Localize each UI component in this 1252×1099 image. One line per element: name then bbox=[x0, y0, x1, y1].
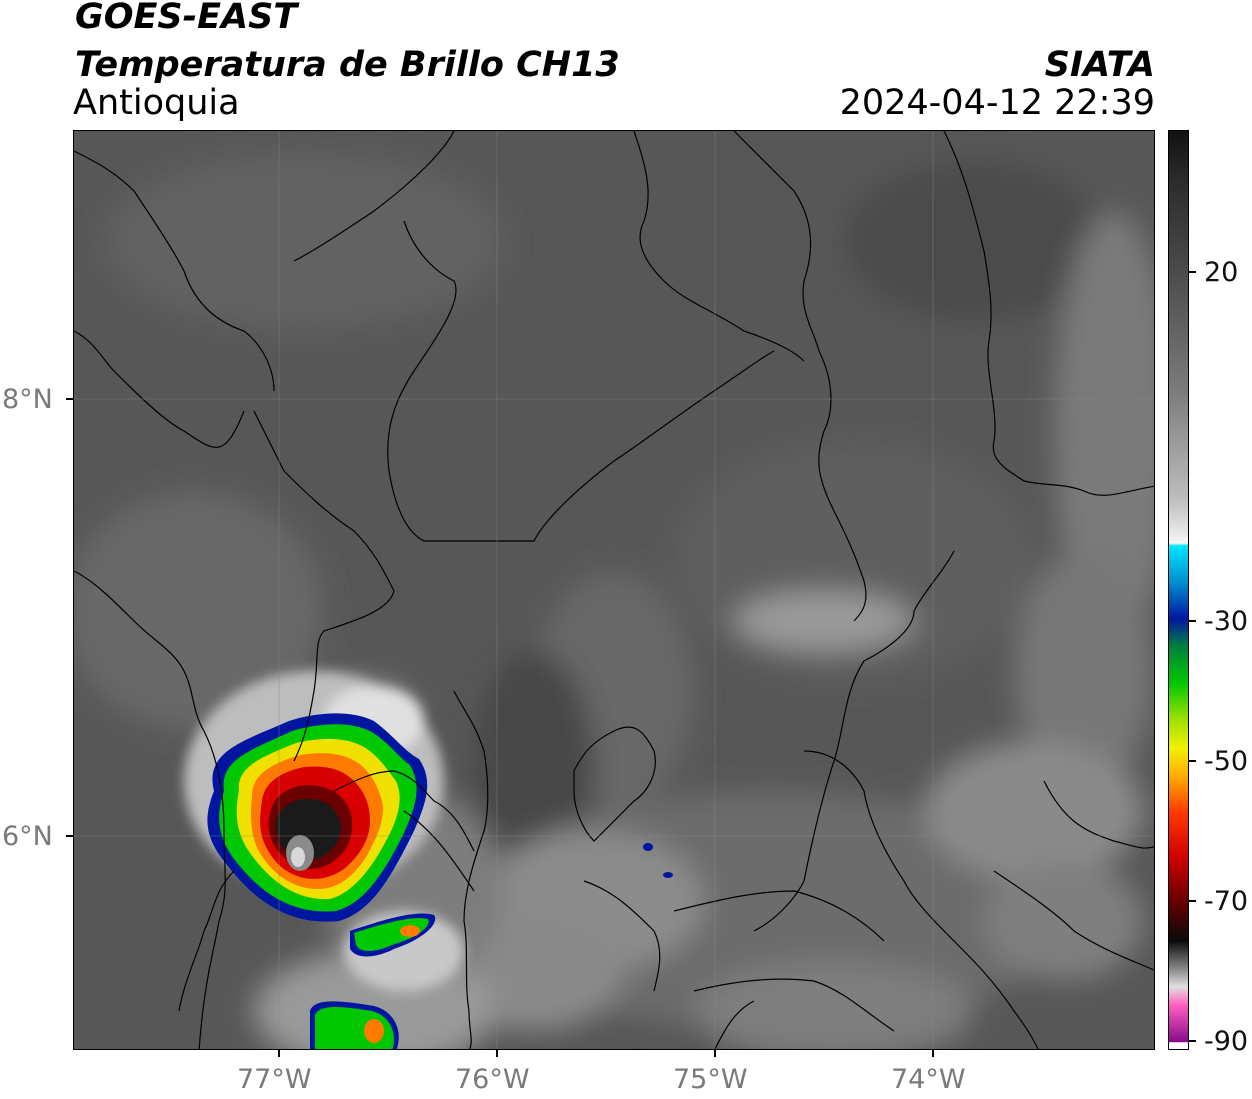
region-label: Antioquia bbox=[73, 83, 240, 123]
cloud-field bbox=[74, 151, 1154, 1049]
cbar-tick-minus90 bbox=[1189, 1040, 1196, 1042]
cbar-tick-minus70 bbox=[1189, 900, 1196, 902]
cbar-label-20: 20 bbox=[1204, 257, 1239, 288]
lon-tick-76 bbox=[496, 1050, 498, 1057]
lon-label-77w: 77°W bbox=[237, 1064, 312, 1095]
boundaries bbox=[74, 131, 1154, 1049]
storm-cell bbox=[207, 713, 428, 922]
lat-tick-8 bbox=[66, 398, 73, 400]
lat-label-6n: 6°N bbox=[2, 821, 53, 852]
lon-label-76w: 76°W bbox=[455, 1064, 530, 1095]
graticule bbox=[74, 131, 1154, 1049]
storm-cell-small bbox=[310, 843, 673, 1049]
satellite-map[interactable] bbox=[73, 130, 1155, 1050]
cbar-label-minus90: -90 bbox=[1204, 1026, 1249, 1057]
lat-label-8n: 8°N bbox=[2, 384, 53, 415]
lon-label-74w: 74°W bbox=[891, 1064, 966, 1095]
lon-tick-77 bbox=[278, 1050, 280, 1057]
map-canvas bbox=[74, 131, 1154, 1049]
datetime-label: 2024-04-12 22:39 bbox=[839, 83, 1155, 123]
cbar-tick-20 bbox=[1189, 271, 1196, 273]
agency-label: SIATA bbox=[1044, 45, 1155, 85]
cbar-tick-minus50 bbox=[1189, 760, 1196, 762]
lon-tick-75 bbox=[714, 1050, 716, 1057]
lon-label-75w: 75°W bbox=[673, 1064, 748, 1095]
product-title: Temperatura de Brillo CH13 bbox=[75, 45, 620, 85]
temperature-colorbar bbox=[1168, 130, 1189, 1050]
lat-tick-6 bbox=[66, 835, 73, 837]
cbar-label-minus50: -50 bbox=[1204, 746, 1249, 777]
cbar-label-minus30: -30 bbox=[1204, 606, 1249, 637]
cbar-label-minus70: -70 bbox=[1204, 886, 1249, 917]
colorbar-gradient bbox=[1169, 131, 1188, 1049]
cbar-tick-minus30 bbox=[1189, 620, 1196, 622]
lon-tick-74 bbox=[932, 1050, 934, 1057]
satellite-title: GOES-EAST bbox=[75, 0, 298, 37]
